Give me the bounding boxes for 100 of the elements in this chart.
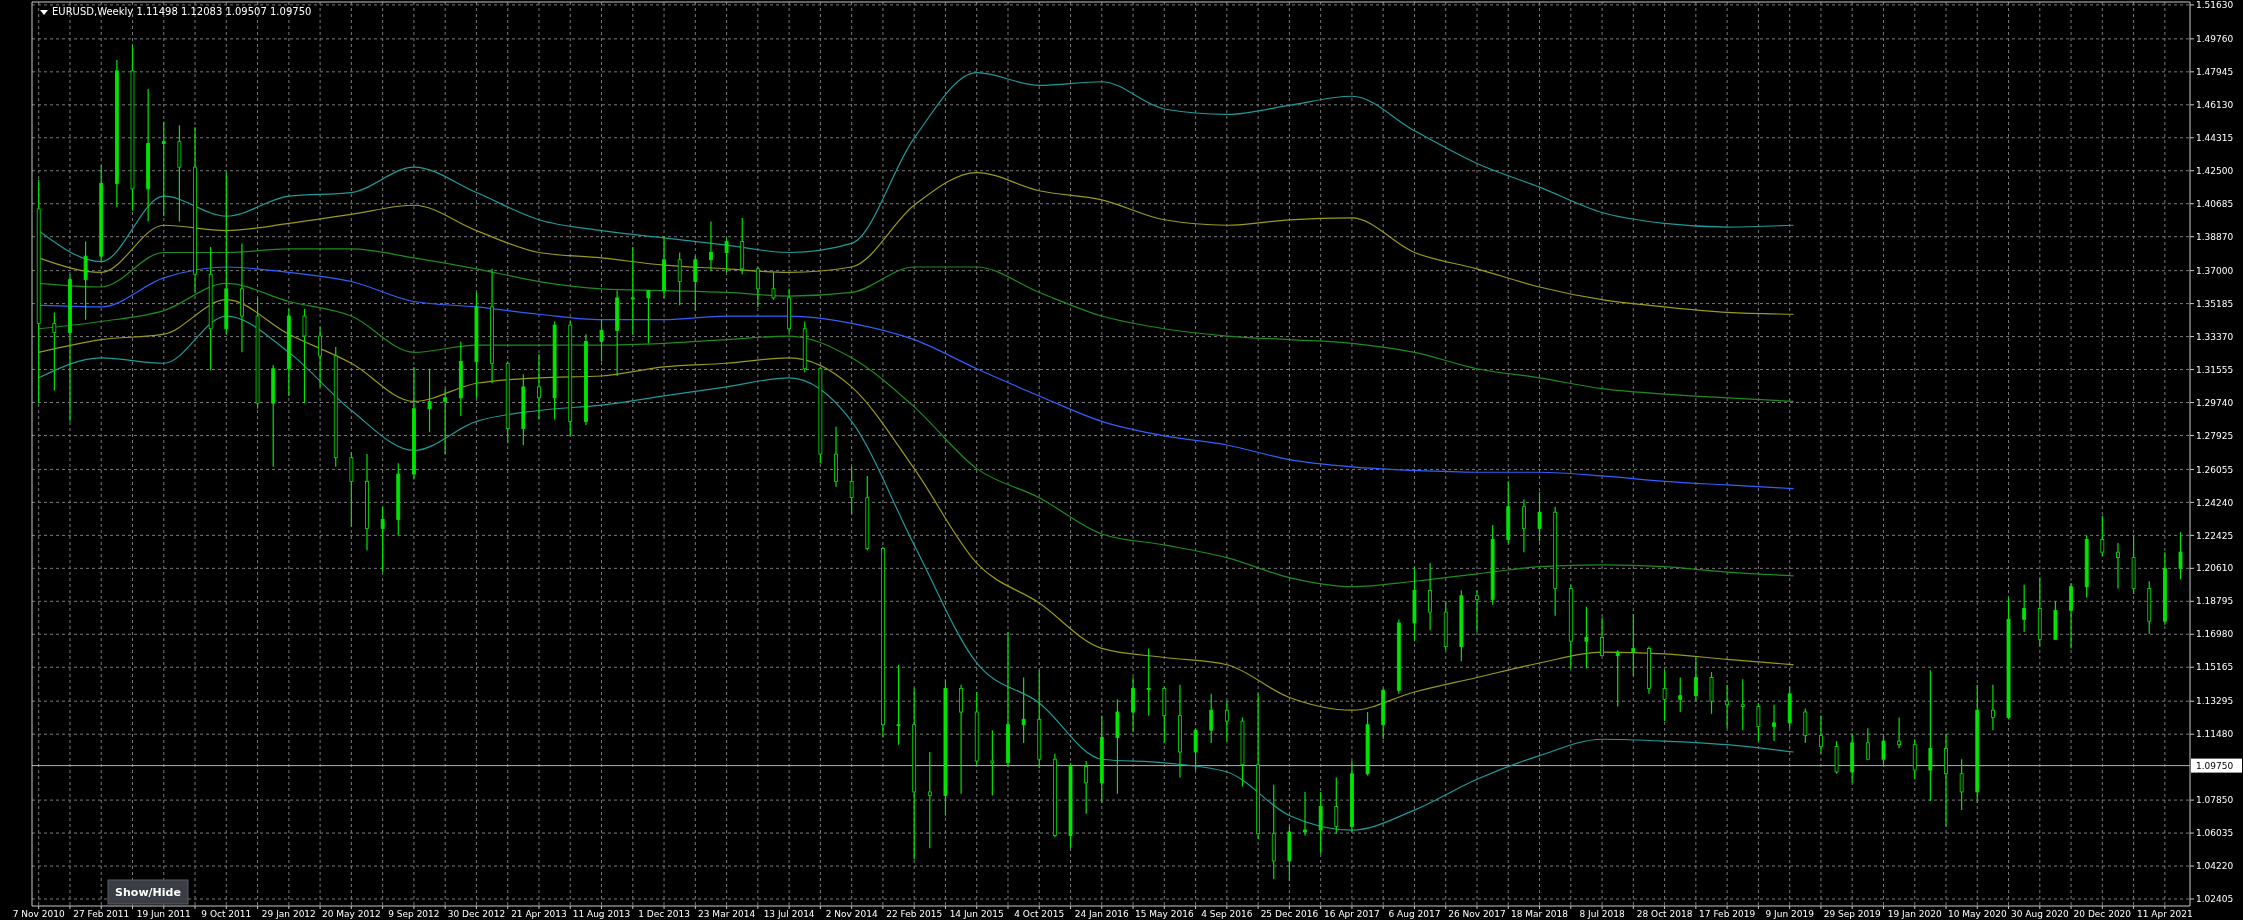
y-tick-label: 1.38870 (2196, 231, 2234, 242)
candlestick (318, 326, 323, 388)
candlestick (724, 237, 729, 274)
candlestick (1428, 562, 1432, 631)
x-tick-label: 20 May 2012 (322, 909, 381, 919)
x-tick-label: 11 Apr 2021 (2137, 909, 2193, 919)
y-tick-label: 1.46130 (2196, 99, 2234, 110)
x-tick-label: 25 Dec 2016 (1260, 909, 1319, 919)
x-tick-label: 18 Mar 2018 (1511, 909, 1569, 919)
y-tick-label: 1.04220 (2196, 861, 2234, 872)
x-tick-label: 20 Dec 2020 (2073, 909, 2132, 919)
candlestick (1209, 693, 1214, 744)
line-series (38, 72, 1795, 263)
candlestick (349, 451, 354, 528)
candlestick (2178, 531, 2183, 581)
candlestick (1772, 704, 1776, 742)
candlestick (1334, 776, 1339, 835)
candlestick (1224, 700, 1229, 742)
candlestick (849, 466, 854, 515)
x-tick-label: 1 Dec 2013 (638, 909, 690, 919)
candlestick (1991, 684, 1995, 731)
y-tick-label: 1.02405 (2196, 894, 2234, 905)
x-tick-label: 6 Aug 2017 (1388, 909, 1441, 919)
candlestick (709, 221, 713, 272)
ref-line-label: 1.09750 (2196, 760, 2234, 771)
candlestick (646, 290, 651, 344)
x-tick-label: 2 Nov 2014 (825, 909, 878, 919)
x-tick-label: 22 Feb 2015 (886, 909, 943, 919)
line-series (38, 299, 1795, 711)
y-tick-label: 1.51630 (2196, 0, 2234, 11)
candlestick (427, 368, 432, 433)
line-series (38, 282, 1795, 588)
y-tick-label: 1.29740 (2196, 397, 2234, 408)
candlestick (1881, 735, 1886, 766)
x-tick-label: 19 Jun 2011 (136, 909, 191, 919)
x-tick-label: 30 Dec 2012 (447, 909, 506, 919)
y-tick-label: 1.35185 (2196, 298, 2234, 309)
y-tick-label: 1.42500 (2196, 165, 2234, 176)
candlestick (1725, 684, 1730, 729)
candlestick (380, 506, 385, 573)
x-tick-label: 10 May 2020 (1947, 909, 2007, 919)
candlestick (1146, 647, 1151, 717)
x-tick-label: 30 Aug 2020 (2010, 909, 2069, 919)
candlestick (1600, 616, 1604, 657)
candlestick (1803, 707, 1808, 744)
candlestick (1537, 491, 1542, 542)
x-tick-label: 8 Jul 2018 (1579, 909, 1625, 919)
y-tick-label: 1.31555 (2196, 364, 2234, 375)
y-tick-label: 1.37000 (2196, 265, 2234, 276)
candlestick (1584, 606, 1589, 670)
candlestick (2069, 582, 2073, 650)
candlestick (677, 251, 682, 306)
candlestick (1709, 671, 1714, 715)
candlestick (1897, 716, 1901, 749)
candlestick (1740, 678, 1745, 731)
annotation: Show/Hide (115, 886, 181, 899)
candlestick (1756, 702, 1761, 742)
x-tick-label: 4 Sep 2016 (1201, 909, 1253, 919)
y-tick-label: 1.11480 (2196, 729, 2234, 740)
x-tick-label: 16 Apr 2017 (1324, 909, 1380, 919)
line-series (38, 266, 1795, 490)
y-tick-label: 1.27925 (2196, 430, 2234, 441)
candlestick (1084, 760, 1089, 815)
candlestick (771, 271, 776, 301)
candlestick (83, 240, 88, 321)
x-tick-label: 29 Sep 2019 (1823, 909, 1881, 919)
y-tick-label: 1.44315 (2196, 132, 2234, 143)
x-tick-label: 9 Jun 2019 (1765, 909, 1815, 919)
y-tick-label: 1.15165 (2196, 662, 2234, 673)
y-tick-label: 1.24240 (2196, 497, 2234, 508)
y-tick-label: 1.26055 (2196, 464, 2234, 475)
x-tick-label: 27 Feb 2011 (73, 909, 130, 919)
candlestick (599, 319, 604, 363)
x-tick-label: 9 Oct 2011 (201, 909, 252, 919)
candlestick (161, 121, 166, 217)
x-tick-label: 11 Aug 2013 (572, 909, 631, 919)
candlestick (1522, 498, 1526, 553)
y-tick-label: 1.18795 (2196, 596, 2234, 607)
candlestick (630, 246, 635, 335)
y-tick-label: 1.22425 (2196, 530, 2234, 541)
y-tick-label: 1.20610 (2196, 563, 2234, 574)
candlestick (1959, 758, 1964, 811)
candlestick (443, 388, 448, 455)
candlestick (1193, 727, 1198, 771)
x-tick-label: 13 Jul 2014 (763, 909, 815, 919)
candlestick (1475, 589, 1479, 633)
y-tick-label: 1.13295 (2196, 696, 2234, 707)
y-tick-label: 1.06035 (2196, 828, 2234, 839)
y-tick-label: 1.40685 (2196, 198, 2234, 209)
x-tick-label: 28 Oct 2018 (1636, 909, 1693, 919)
candlestick (1631, 613, 1636, 677)
line-series (38, 315, 1795, 831)
candlestick (1318, 791, 1323, 855)
y-tick-label: 1.07850 (2196, 795, 2234, 806)
candlestick (990, 729, 995, 797)
candlestick (302, 308, 307, 404)
x-tick-label: 9 Sep 2012 (388, 909, 440, 919)
candlestick (959, 684, 963, 795)
x-tick-label: 29 Jan 2012 (261, 909, 316, 919)
x-tick-label: 19 Jan 2020 (1887, 909, 1942, 919)
